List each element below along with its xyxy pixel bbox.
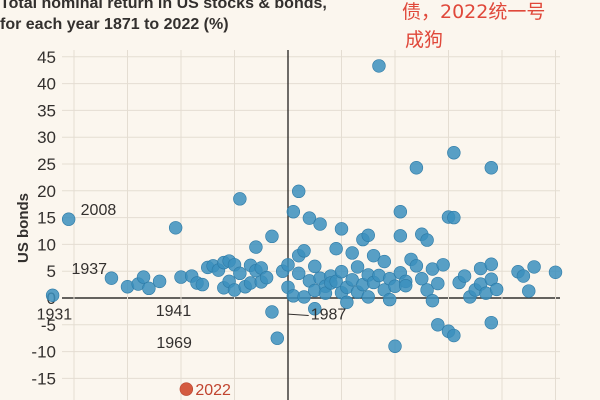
data-point (340, 295, 354, 309)
data-point (281, 258, 295, 272)
chart-title-line1: Total nominal return in US stocks & bond… (0, 0, 327, 12)
data-point (447, 328, 461, 343)
y-tick-label: 15 (37, 209, 56, 228)
data-point (313, 217, 327, 231)
data-point-2022 (179, 382, 194, 396)
data-point (548, 265, 563, 279)
data-point (431, 276, 445, 291)
y-tick-label: -5 (41, 316, 56, 335)
data-point (270, 331, 284, 345)
data-point (61, 212, 76, 226)
data-point (265, 229, 279, 244)
data-point (436, 258, 450, 272)
data-point (409, 259, 424, 273)
annotation-1987: 1987 (311, 306, 347, 323)
data-point (297, 244, 311, 258)
y-tick-label: 25 (37, 155, 56, 174)
data-point (233, 192, 247, 206)
annotation-2022: 2022 (195, 382, 231, 399)
data-point (489, 282, 504, 297)
data-point (447, 210, 461, 225)
annotation-1931: 1931 (37, 306, 73, 323)
data-point (447, 146, 461, 160)
annotation-1941: 1941 (156, 303, 192, 320)
data-point (457, 269, 472, 283)
data-point (350, 260, 365, 274)
data-point (409, 161, 424, 175)
y-axis-ticks: 454035302520151050-5-10-15 (31, 48, 56, 389)
data-point (45, 288, 60, 303)
data-point (420, 283, 434, 297)
data-point (168, 221, 183, 235)
data-point (399, 278, 413, 293)
data-point (522, 284, 536, 298)
data-point (372, 59, 386, 73)
y-tick-label: 40 (37, 75, 56, 94)
data-point (334, 265, 349, 279)
data-point (265, 305, 279, 319)
data-point (292, 184, 306, 199)
data-point (425, 293, 440, 308)
annotation-leader-1987 (287, 313, 309, 316)
data-point (377, 254, 391, 269)
y-axis-label: US bonds (15, 193, 32, 263)
annotation-1969: 1969 (156, 335, 192, 352)
year-annotations: 2008 1937 1931 1941 1969 1987 2022 (37, 202, 347, 399)
data-point (308, 302, 322, 316)
y-tick-label: -10 (31, 343, 56, 362)
grid (62, 50, 560, 400)
overlay-note-line2: 成狗 (405, 29, 443, 51)
y-tick-label: 35 (37, 101, 56, 120)
chart-title-line2: for each year 1871 to 2022 (%) (0, 16, 229, 33)
y-tick-label: 5 (47, 262, 56, 281)
data-point (361, 228, 375, 242)
data-point (136, 270, 151, 284)
data-point (329, 241, 343, 256)
data-point (142, 281, 156, 296)
y-tick-label: 10 (37, 235, 56, 254)
data-point (195, 277, 210, 292)
data-point (259, 270, 274, 285)
data-point (393, 229, 408, 243)
y-tick-label: 30 (37, 128, 56, 147)
data-point (516, 269, 531, 283)
data-point (345, 246, 359, 260)
data-point (388, 339, 402, 353)
data-point (152, 274, 167, 289)
data-point (361, 290, 375, 304)
annotation-1937: 1937 (71, 261, 107, 278)
y-tick-label: -15 (31, 369, 56, 388)
data-point (420, 233, 434, 247)
data-point (393, 205, 408, 219)
data-point (484, 161, 498, 175)
data-point (233, 266, 247, 281)
data-point (484, 257, 498, 271)
annotation-2008: 2008 (81, 202, 117, 219)
data-point (297, 290, 311, 304)
data-point (302, 211, 317, 225)
data-point (286, 205, 301, 219)
data-points (45, 59, 563, 396)
data-point (527, 260, 541, 274)
data-point (308, 259, 322, 274)
data-point (431, 318, 445, 332)
data-point (334, 222, 349, 236)
overlay-note-line1: 债，2022统一号 (402, 1, 545, 23)
y-tick-label: 45 (37, 48, 56, 67)
data-point (292, 266, 306, 281)
data-point (382, 292, 397, 307)
data-point (484, 315, 498, 330)
data-point (415, 272, 429, 286)
data-point (104, 271, 119, 285)
data-point (249, 240, 263, 254)
data-point (366, 248, 381, 263)
y-tick-label: 20 (37, 182, 56, 201)
